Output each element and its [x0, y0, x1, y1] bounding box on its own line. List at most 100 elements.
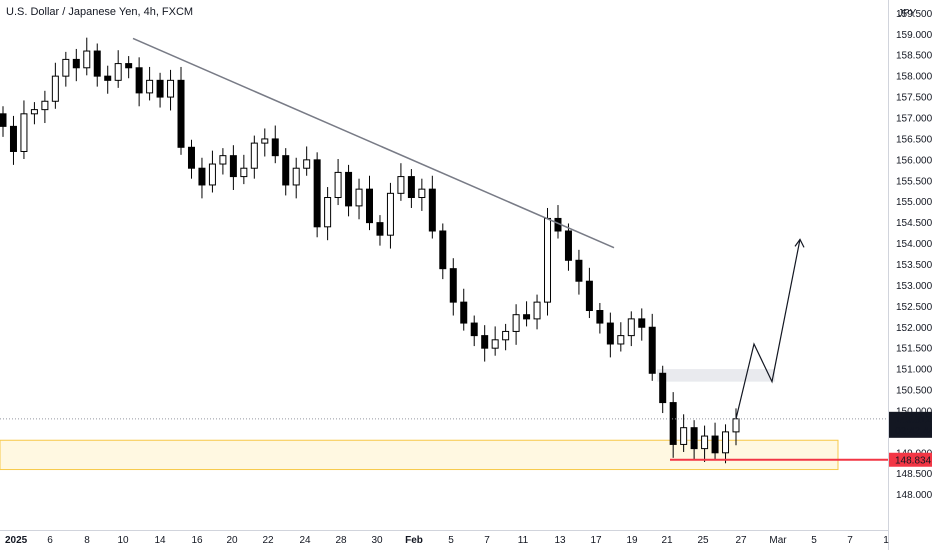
time-tick-label: 20 [226, 535, 238, 546]
time-tick-label: 30 [371, 535, 383, 546]
candle-down [596, 310, 604, 324]
price-tick-label: 159.500 [896, 9, 932, 20]
candle-up [83, 50, 91, 69]
time-tick-label: 7 [847, 535, 853, 546]
candle-down [460, 301, 468, 324]
candle-up [62, 58, 70, 77]
candle-up [261, 138, 269, 144]
candle-down [428, 188, 436, 232]
candle-up [303, 159, 311, 169]
candle-down [481, 335, 489, 349]
price-tick-label: 152.500 [896, 302, 932, 313]
current-price-value: 149.812 [895, 415, 932, 426]
candle-down [93, 50, 101, 77]
candle-up [240, 167, 248, 178]
candle-up [617, 335, 625, 345]
price-tick-label: 148.500 [896, 469, 932, 480]
time-tick-label: 8 [84, 535, 90, 546]
candle-down [177, 79, 185, 148]
candle-up [491, 339, 499, 349]
candle-down [0, 113, 7, 127]
candle-down [366, 188, 373, 224]
candle-up [324, 197, 332, 228]
candle-down [198, 167, 206, 186]
candle-down [606, 322, 614, 345]
candle-up [512, 314, 520, 332]
candle-up [20, 113, 28, 152]
time-tick-label: 22 [262, 535, 274, 546]
candle-up [51, 75, 59, 102]
candle-down [135, 67, 143, 94]
currency-label: JPY [898, 8, 917, 19]
candle-down [313, 159, 321, 228]
price-tick-label: 154.000 [896, 239, 932, 250]
candle-up [146, 79, 154, 94]
candle-down [523, 314, 531, 320]
candle-down [470, 322, 478, 337]
candle-down [156, 79, 164, 98]
supply-box [657, 369, 775, 382]
candle-up [167, 79, 175, 98]
candle-down [585, 280, 593, 312]
candle-up [722, 431, 730, 454]
price-tick-label: 154.500 [896, 218, 932, 229]
candle-up [250, 142, 258, 169]
candle-down [711, 435, 719, 454]
candle-down [376, 222, 384, 236]
candle-up [397, 176, 405, 194]
candle-down [282, 155, 290, 186]
time-tick-label: 21 [661, 535, 673, 546]
price-tick-label: 155.000 [896, 197, 932, 208]
candle-up [30, 109, 38, 115]
candle-up [386, 192, 394, 236]
time-tick-label: 19 [626, 535, 638, 546]
candle-down [648, 326, 656, 374]
time-tick-label: 17 [590, 535, 602, 546]
price-tick-label: 153.000 [896, 281, 932, 292]
candle-up [334, 171, 342, 199]
support-price-badge [889, 452, 932, 467]
candle-up [533, 301, 541, 320]
trendline[interactable] [132, 37, 615, 249]
candle-down [439, 230, 447, 270]
candle-down [407, 176, 415, 199]
time-tick-label: 25 [697, 535, 709, 546]
time-tick-label: 6 [47, 535, 53, 546]
candle-up [292, 167, 300, 186]
price-tick-label: 157.000 [896, 114, 932, 125]
projection-arrowhead [794, 238, 805, 248]
candle-down [449, 268, 457, 303]
support-price-value: 148.834 [895, 456, 932, 467]
candle-down [72, 58, 80, 69]
price-tick-label: 151.500 [896, 344, 932, 355]
candle-down [638, 318, 646, 328]
price-tick-label: 148.000 [896, 490, 932, 501]
time-tick-label: Feb [405, 535, 423, 546]
candle-down [659, 372, 667, 404]
candle-up [627, 318, 635, 337]
time-tick-label: 16 [191, 535, 203, 546]
candle-down [690, 427, 698, 450]
price-tick-label: 151.000 [896, 365, 932, 376]
time-tick-label: 5 [448, 535, 454, 546]
candle-down [187, 146, 195, 169]
candle-up [544, 217, 552, 303]
price-tick-label: 156.500 [896, 134, 932, 145]
chart-title: U.S. Dollar / Japanese Yen, 4h, FXCM [6, 6, 194, 18]
price-tick-label: 157.500 [896, 93, 932, 104]
candle-up [41, 100, 49, 111]
time-tick-label: 24 [299, 535, 311, 546]
candle-down [575, 259, 583, 282]
candle-down [104, 75, 112, 81]
candle-up [732, 418, 740, 433]
candle-up [114, 63, 122, 81]
time-tick-label: Mar [769, 535, 787, 546]
time-tick-label: 10 [117, 535, 129, 546]
candle-up [680, 427, 688, 445]
candle-down [564, 230, 572, 261]
candle-down [345, 171, 353, 207]
current-price-badge [889, 411, 932, 438]
time-tick-label: 1 [883, 535, 889, 546]
price-tick-label: 158.500 [896, 51, 932, 62]
